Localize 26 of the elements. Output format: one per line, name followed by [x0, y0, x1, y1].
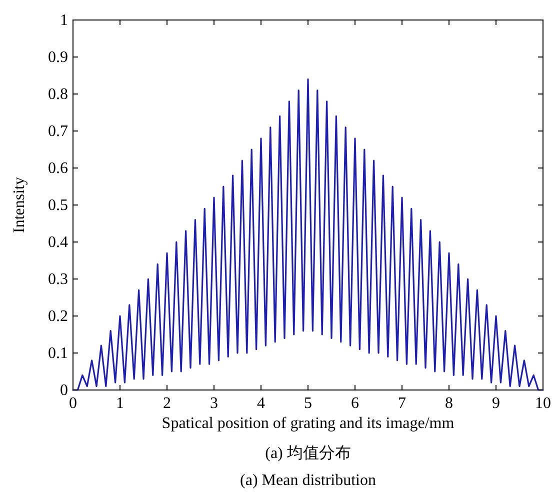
- x-tick-label: 10: [535, 395, 551, 412]
- y-tick-label: 0.3: [48, 271, 68, 288]
- line-series: [72, 78, 544, 391]
- x-tick-label: 1: [116, 395, 124, 412]
- y-tick-label: 0.6: [48, 160, 68, 177]
- x-tick-label: 5: [304, 395, 312, 412]
- y-tick-label: 0.2: [48, 308, 68, 325]
- y-tick-label: 0.8: [48, 86, 68, 103]
- y-tick-label: 0.4: [48, 234, 68, 251]
- y-tick-label: 1: [60, 12, 68, 29]
- y-tick-label: 0.9: [48, 49, 68, 66]
- x-axis-title: Spatical position of grating and its image/mm: [162, 415, 455, 432]
- text: (a) 均值分布: [265, 445, 351, 462]
- x-tick-label: 6: [351, 395, 359, 412]
- y-tick-label: 0: [60, 382, 68, 399]
- x-tick-label: 7: [398, 395, 406, 412]
- x-tick-label: 4: [257, 395, 265, 412]
- x-tick-label: 8: [445, 395, 453, 412]
- x-tick-label: 9: [492, 395, 500, 412]
- y-tick-label: 0.1: [48, 345, 68, 362]
- text: (a) Mean distribution: [240, 472, 376, 489]
- y-axis-title: Intensity: [11, 177, 28, 233]
- x-tick-label: 3: [210, 395, 218, 412]
- x-tick-label: 2: [163, 395, 171, 412]
- y-tick-label: 0.7: [48, 123, 68, 140]
- y-tick-label: 0.5: [48, 197, 68, 214]
